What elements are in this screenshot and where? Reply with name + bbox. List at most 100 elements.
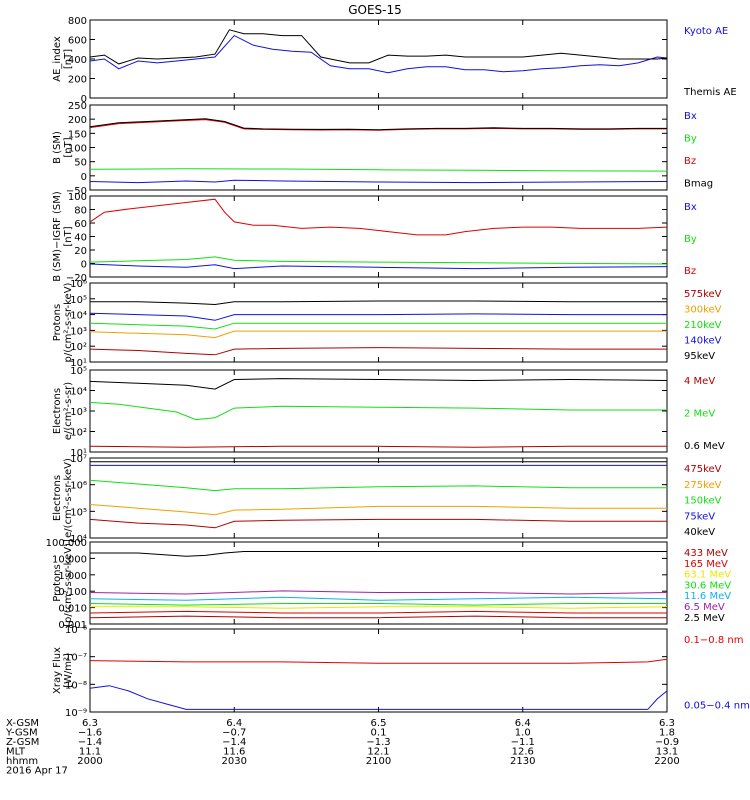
y-axis-label: [p/(cm²-s-sr-keV)] [63, 539, 74, 627]
ephemeris-value: −1.4 [78, 737, 102, 748]
y-tick-label: 100 [68, 192, 87, 203]
y-axis-label: Electrons [52, 475, 63, 521]
series-line-electrons_high-2 [89, 445, 667, 448]
y-tick-label: 250 [68, 101, 87, 112]
legend-entry: 4 MeV [684, 376, 715, 387]
y-tick-label: 10² [70, 428, 87, 439]
ephemeris-value: 6.3 [82, 718, 98, 729]
legend-entry: 210keV [684, 320, 722, 331]
legend-entry: 75keV [684, 511, 715, 522]
y-tick-label: 10.000 [52, 554, 87, 565]
y-tick-label: 80 [74, 206, 87, 217]
ephemeris-value: 2100 [366, 756, 391, 767]
y-tick-label: 10⁷ [70, 454, 87, 465]
y-tick-label: 10³ [70, 407, 87, 418]
legend-entry: Kyoto AE [684, 26, 728, 37]
y-tick-label: 10⁵ [70, 295, 87, 306]
series-line-protons_high-1 [89, 590, 668, 595]
series-line-bsm-1 [89, 118, 667, 131]
series-line-bsm-3 [89, 179, 668, 184]
y-tick-label: 10⁴ [70, 534, 87, 545]
ephemeris-value: 2130 [510, 756, 535, 767]
y-axis-label: B (SM)−IGRF (SM) [52, 191, 63, 282]
series-line-bsm-2 [89, 168, 668, 172]
panel-xray: 10⁻⁶ 10⁻⁷ 10⁻⁸ 10⁻⁹ Xray Flux [W/m²] 0.1−0.8 n… [52, 625, 750, 719]
y-tick-label: 1.000 [58, 571, 87, 582]
y-axis-label: e/(cm²-s-sr) [63, 382, 74, 440]
series-line-protons_low-3 [89, 330, 667, 339]
legend-entry: Bz [684, 266, 696, 277]
series-line-protons_high-2 [89, 596, 668, 601]
y-tick-label: 0 [81, 172, 87, 183]
series-line-electrons_high-1 [89, 401, 667, 421]
ephemeris-value: 12.6 [512, 747, 534, 758]
y-tick-label: 10³ [70, 326, 87, 337]
ephemeris-row-label: Y-GSM [5, 728, 38, 739]
ephemeris-value: 11.1 [79, 747, 101, 758]
legend-entry: 2.5 MeV [684, 613, 725, 624]
panel-bigrf: 100 80 60 40 20 0 −20B (SM)−IGRF (SM) [nT] Bx By B… [52, 191, 697, 284]
legend-entry: 11.6 MeV [684, 591, 731, 602]
panel-bsm: 250 200 150 100 50 0 −50 B (SM) [nT] Bx By Bz Bmag [52, 101, 713, 197]
y-tick-label: 400 [68, 55, 87, 66]
series-line-electrons_low-3 [89, 504, 667, 516]
y-tick-label: 60 [74, 219, 87, 230]
y-tick-label: 10⁻⁹ [65, 708, 87, 719]
y-tick-label: 100 [68, 144, 87, 155]
legend-entry: Bx [684, 202, 697, 213]
legend-entry: 165 MeV [684, 559, 728, 570]
y-axis-label: [nT] [63, 49, 74, 69]
ephemeris-value: 0.1 [371, 728, 387, 739]
legend-entry: 433 MeV [684, 548, 728, 559]
series-line-protons_high-4 [90, 606, 668, 609]
series-line-protons_high-0 [90, 551, 667, 557]
legend-entry: 63.1 MeV [684, 570, 731, 581]
legend-entry: Themis AE [683, 87, 737, 98]
ephemeris-value: 1.8 [659, 728, 675, 739]
series-line-protons_low-0 [90, 300, 667, 306]
legend-entry: 275keV [684, 480, 722, 491]
legend-entry: 40keV [684, 527, 715, 538]
y-tick-label: 0.100 [58, 587, 87, 598]
y-tick-label: 100.000 [46, 538, 87, 549]
ephemeris-value: 2030 [222, 756, 247, 767]
series-line-protons_high-6 [89, 615, 667, 619]
y-axis-label: [W/m²] [63, 653, 74, 688]
series-line-xray-1 [89, 685, 668, 710]
legend-entry: 0.05−0.4 nm [684, 701, 750, 712]
legend-entry: 575keV [684, 289, 722, 300]
date-label: 2016 Apr 17 [6, 766, 68, 777]
panel-frame [89, 104, 668, 191]
ephemeris-value: 13.1 [656, 747, 678, 758]
legend-entry: By [684, 134, 697, 145]
ephemeris-row-label: X-GSM [6, 718, 39, 729]
ephemeris-row-label: hhmm [6, 756, 38, 767]
y-axis-label: Protons [52, 304, 63, 341]
ephemeris-value: 1.0 [515, 728, 531, 739]
y-axis-label: Xray Flux [52, 647, 63, 694]
y-tick-label: 10⁴ [70, 387, 87, 398]
panel-protons_high: 100.000 10.000 1.000 0.100 0.010 0.001 Protons… [46, 538, 732, 631]
series-line-bigrf-1 [89, 256, 668, 265]
y-axis-label: [nT] [63, 226, 74, 246]
y-tick-label: 0 [81, 94, 87, 105]
panel-frame [89, 195, 668, 278]
y-tick-label: 10² [70, 342, 87, 353]
panel-frame [89, 628, 668, 713]
y-tick-label: 10⁵ [70, 366, 87, 377]
legend-entry: 30.6 MeV [684, 580, 731, 591]
ephemeris-value: −1.1 [511, 737, 535, 748]
series-line-ae-0 [89, 34, 668, 74]
y-tick-label: 50 [74, 158, 87, 169]
series-line-protons_low-4 [89, 347, 667, 356]
y-tick-label: 150 [68, 129, 87, 140]
legend-entry: Bx [684, 111, 697, 122]
ephemeris-value: 6.5 [371, 718, 387, 729]
legend-entry: 300keV [684, 305, 722, 316]
ephemeris-value: −1.4 [222, 737, 246, 748]
ephemeris-value: −1.3 [366, 737, 390, 748]
legend-entry: 140keV [684, 336, 722, 347]
legend-entry: 95keV [684, 351, 715, 362]
